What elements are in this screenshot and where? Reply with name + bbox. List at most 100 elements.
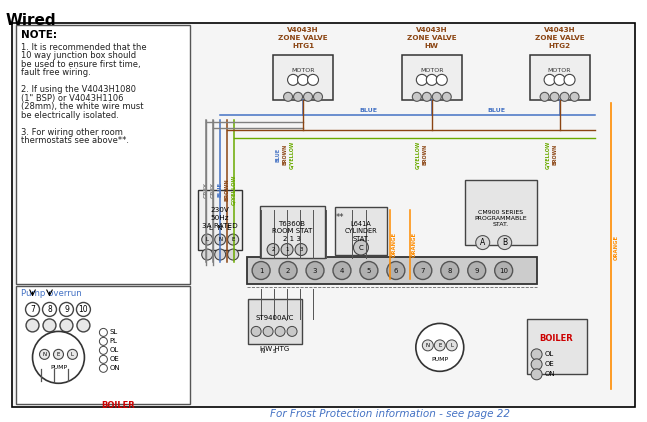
Circle shape — [202, 234, 213, 245]
Text: BROWN: BROWN — [283, 144, 287, 165]
Circle shape — [43, 319, 56, 332]
Circle shape — [76, 303, 91, 316]
Circle shape — [100, 328, 107, 336]
Circle shape — [416, 323, 464, 371]
Text: 9: 9 — [64, 305, 69, 314]
Circle shape — [263, 326, 273, 336]
Text: E: E — [438, 343, 441, 348]
Circle shape — [26, 319, 39, 332]
Text: 8: 8 — [47, 305, 52, 314]
Circle shape — [495, 262, 512, 279]
Text: OL: OL — [545, 352, 554, 357]
Text: CM900 SERIES
PROGRAMMABLE
STAT.: CM900 SERIES PROGRAMMABLE STAT. — [474, 210, 527, 227]
Text: ON: ON — [545, 371, 555, 377]
Circle shape — [281, 243, 293, 256]
Text: BLUE: BLUE — [276, 148, 281, 162]
Text: BROWN: BROWN — [552, 144, 557, 165]
Text: BROWN: BROWN — [422, 144, 427, 165]
Circle shape — [360, 262, 378, 279]
Bar — [16, 287, 190, 404]
Text: 2: 2 — [286, 268, 291, 273]
Circle shape — [60, 319, 73, 332]
Text: 1: 1 — [259, 268, 263, 273]
Circle shape — [32, 331, 84, 383]
Bar — [273, 55, 333, 100]
Text: C: C — [358, 245, 364, 251]
Text: L641A
CYLINDER
STAT.: L641A CYLINDER STAT. — [345, 221, 377, 242]
Text: 7: 7 — [421, 268, 425, 273]
Text: ORANGE: ORANGE — [613, 235, 619, 260]
Text: 7: 7 — [30, 305, 35, 314]
Text: BOILER: BOILER — [540, 334, 573, 344]
Circle shape — [25, 303, 39, 316]
Circle shape — [422, 92, 432, 101]
Circle shape — [531, 369, 542, 380]
Text: GREY: GREY — [204, 182, 209, 197]
Circle shape — [531, 359, 542, 370]
Text: N: N — [426, 343, 430, 348]
Text: MOTOR: MOTOR — [420, 68, 444, 73]
Circle shape — [307, 74, 318, 85]
Text: N: N — [260, 349, 264, 354]
Circle shape — [100, 364, 107, 372]
Text: V4043H
ZONE VALVE
HW: V4043H ZONE VALVE HW — [407, 27, 457, 49]
Text: 230V
50Hz
3A RATED: 230V 50Hz 3A RATED — [203, 207, 238, 229]
Bar — [260, 206, 325, 257]
Circle shape — [215, 249, 226, 260]
Circle shape — [550, 92, 559, 101]
Circle shape — [387, 262, 405, 279]
Circle shape — [426, 74, 437, 85]
Text: MOTOR: MOTOR — [548, 68, 571, 73]
Text: MOTOR: MOTOR — [291, 68, 315, 73]
Circle shape — [39, 349, 49, 360]
Circle shape — [498, 235, 512, 249]
Text: GREY: GREY — [211, 182, 215, 197]
Circle shape — [540, 92, 549, 101]
Circle shape — [554, 74, 565, 85]
Circle shape — [100, 355, 107, 363]
Text: be electrically isolated.: be electrically isolated. — [21, 111, 118, 120]
Circle shape — [54, 349, 63, 360]
Text: 1. It is recommended that the: 1. It is recommended that the — [21, 43, 146, 52]
Text: N: N — [43, 352, 47, 357]
Text: L  N  E: L N E — [209, 225, 232, 230]
Circle shape — [287, 74, 298, 85]
Text: 10: 10 — [79, 305, 88, 314]
Bar — [335, 207, 387, 254]
Text: BROWN: BROWN — [225, 178, 230, 201]
Bar — [198, 189, 242, 249]
Circle shape — [306, 262, 324, 279]
Circle shape — [468, 262, 486, 279]
Text: L: L — [206, 237, 209, 242]
Text: OE: OE — [545, 361, 554, 367]
Text: G/YELLOW: G/YELLOW — [545, 141, 550, 169]
Text: 10: 10 — [499, 268, 508, 273]
Text: For Frost Protection information - see page 22: For Frost Protection information - see p… — [270, 409, 510, 419]
Bar — [16, 25, 190, 284]
Circle shape — [531, 349, 542, 360]
Circle shape — [294, 92, 303, 101]
Text: 9: 9 — [474, 268, 479, 273]
Text: 2. If using the V4043H1080: 2. If using the V4043H1080 — [21, 85, 136, 95]
Text: L: L — [450, 343, 454, 348]
Text: (1" BSP) or V4043H1106: (1" BSP) or V4043H1106 — [21, 94, 123, 103]
Text: A: A — [480, 238, 485, 247]
Text: N: N — [218, 237, 223, 242]
Circle shape — [564, 74, 575, 85]
Text: BLUE: BLUE — [359, 108, 377, 113]
Text: 2: 2 — [271, 247, 275, 252]
Text: L: L — [71, 352, 74, 357]
Text: be used to ensure first time,: be used to ensure first time, — [21, 60, 140, 69]
Text: 3. For wiring other room: 3. For wiring other room — [21, 128, 122, 137]
Circle shape — [333, 262, 351, 279]
Text: HW HTG: HW HTG — [261, 346, 290, 352]
Circle shape — [252, 262, 270, 279]
Text: 4: 4 — [340, 268, 344, 273]
Text: V4043H
ZONE VALVE
HTG1: V4043H ZONE VALVE HTG1 — [278, 27, 328, 49]
Text: BLUE: BLUE — [488, 108, 506, 113]
Circle shape — [416, 74, 427, 85]
Circle shape — [228, 249, 239, 260]
Circle shape — [544, 74, 555, 85]
Circle shape — [77, 319, 90, 332]
Bar — [527, 319, 587, 374]
